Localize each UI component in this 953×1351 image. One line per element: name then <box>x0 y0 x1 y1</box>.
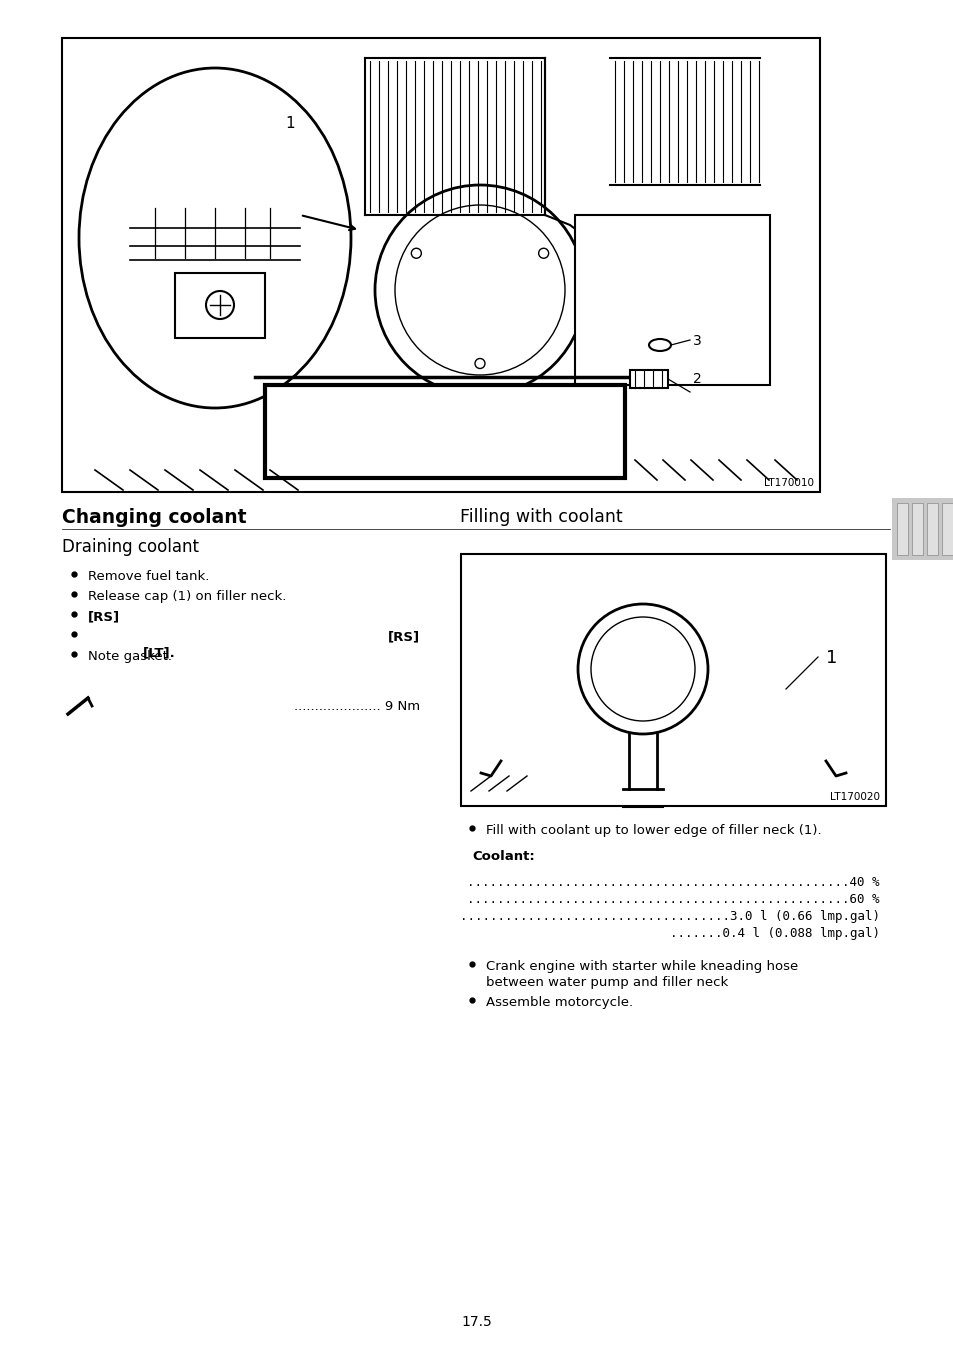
Text: 17.5: 17.5 <box>461 1315 492 1329</box>
Text: 1: 1 <box>825 648 837 667</box>
Bar <box>891 499 953 561</box>
Text: 1: 1 <box>285 116 294 131</box>
Text: Note gasket.: Note gasket. <box>88 650 172 663</box>
Text: Assemble motorcycle.: Assemble motorcycle. <box>485 996 633 1009</box>
Text: ...................................................40 %: ........................................… <box>467 875 879 889</box>
Text: Remove fuel tank.: Remove fuel tank. <box>88 570 209 584</box>
Text: LT170020: LT170020 <box>829 792 879 802</box>
Text: Release cap (1) on filler neck.: Release cap (1) on filler neck. <box>88 590 286 603</box>
Text: [RS]: [RS] <box>88 611 120 623</box>
Text: Draining coolant: Draining coolant <box>62 538 199 557</box>
Text: ..................... 9 Nm: ..................... 9 Nm <box>294 700 419 713</box>
Bar <box>575 215 769 385</box>
Text: [RS]: [RS] <box>388 630 419 643</box>
Circle shape <box>475 358 484 369</box>
Bar <box>941 503 952 555</box>
Text: Filling with coolant: Filling with coolant <box>459 508 622 526</box>
Bar <box>62 38 820 492</box>
Bar <box>911 503 923 555</box>
Circle shape <box>538 249 548 258</box>
Text: 2: 2 <box>692 372 701 386</box>
Bar <box>629 370 667 388</box>
Text: Changing coolant: Changing coolant <box>62 508 246 527</box>
Ellipse shape <box>648 339 670 351</box>
Bar <box>265 385 624 478</box>
Text: Fill with coolant up to lower edge of filler neck (1).: Fill with coolant up to lower edge of fi… <box>485 824 821 838</box>
Text: 3: 3 <box>692 334 701 349</box>
Bar <box>460 554 885 807</box>
Text: ...................................................60 %: ........................................… <box>467 893 879 907</box>
Text: .......0.4 l (0.088 lmp.gal): .......0.4 l (0.088 lmp.gal) <box>669 927 879 940</box>
Bar <box>926 503 937 555</box>
Text: LT170010: LT170010 <box>763 478 813 488</box>
Text: Coolant:: Coolant: <box>472 850 535 863</box>
Circle shape <box>411 249 421 258</box>
Bar <box>174 273 265 338</box>
Bar <box>896 503 907 555</box>
Text: between water pump and filler neck: between water pump and filler neck <box>485 975 727 989</box>
Text: ....................................3.0 l (0.66 lmp.gal): ....................................3.0 … <box>459 911 879 923</box>
Text: [LT].: [LT]. <box>143 646 175 659</box>
Text: Crank engine with starter while kneading hose: Crank engine with starter while kneading… <box>485 961 798 973</box>
Ellipse shape <box>79 68 351 408</box>
